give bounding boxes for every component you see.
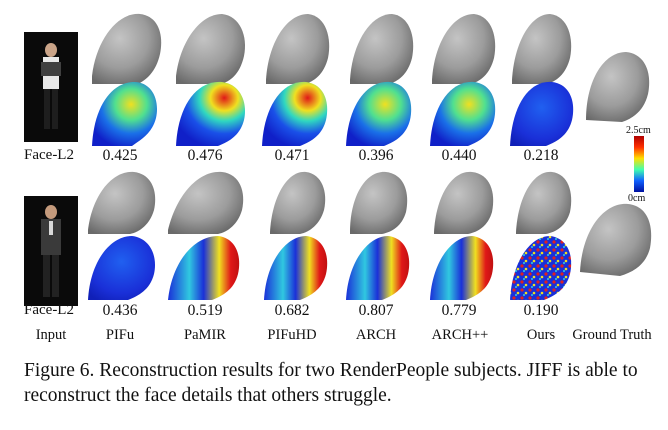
row2-error-maps [88, 236, 572, 300]
column-label-pifuhd: PIFuHD [267, 327, 317, 343]
row2-score-archpp: 0.779 [441, 302, 477, 319]
row1-score-arch: 0.396 [358, 147, 394, 164]
figure-artwork [24, 13, 652, 306]
ground-truth-meshes [580, 52, 652, 276]
row1-score-pamir: 0.476 [187, 147, 223, 164]
row2-metric-label: Face-L2 [24, 302, 74, 318]
row2-score-pifu: 0.436 [102, 302, 138, 319]
column-label-pamir: PaMIR [184, 327, 226, 343]
input-photo-subject-2 [24, 196, 78, 306]
figure-caption: Figure 6. Reconstruction results for two… [24, 360, 638, 406]
row1-gray-meshes [92, 13, 572, 85]
row2-score-pifuhd: 0.682 [274, 302, 310, 319]
row2-score-arch: 0.807 [358, 302, 394, 319]
row2-gray-meshes [88, 171, 572, 234]
row1-score-pifu: 0.425 [102, 147, 138, 164]
column-label-pifu: PIFu [105, 327, 135, 343]
row1-score-archpp: 0.440 [441, 147, 477, 164]
row1-score-pifuhd: 0.471 [274, 147, 310, 164]
row2-score-pamir: 0.519 [187, 302, 223, 319]
column-label-input: Input [35, 327, 67, 343]
row1-error-maps [92, 81, 574, 146]
row1-score-ours: 0.218 [523, 147, 559, 164]
colorbar-min-label: 0cm [628, 193, 646, 204]
column-label-arch: ARCH [355, 327, 397, 343]
colorbar [634, 136, 644, 192]
colorbar-max-label: 2.5cm [626, 125, 651, 136]
row2-score-ours: 0.190 [523, 302, 559, 319]
column-label-ground-truth: Ground Truth [572, 327, 652, 343]
column-label-ours: Ours [526, 327, 556, 343]
row1-metric-label: Face-L2 [24, 147, 74, 163]
column-label-archpp: ARCH++ [431, 327, 489, 343]
input-photo-subject-1 [24, 32, 78, 142]
